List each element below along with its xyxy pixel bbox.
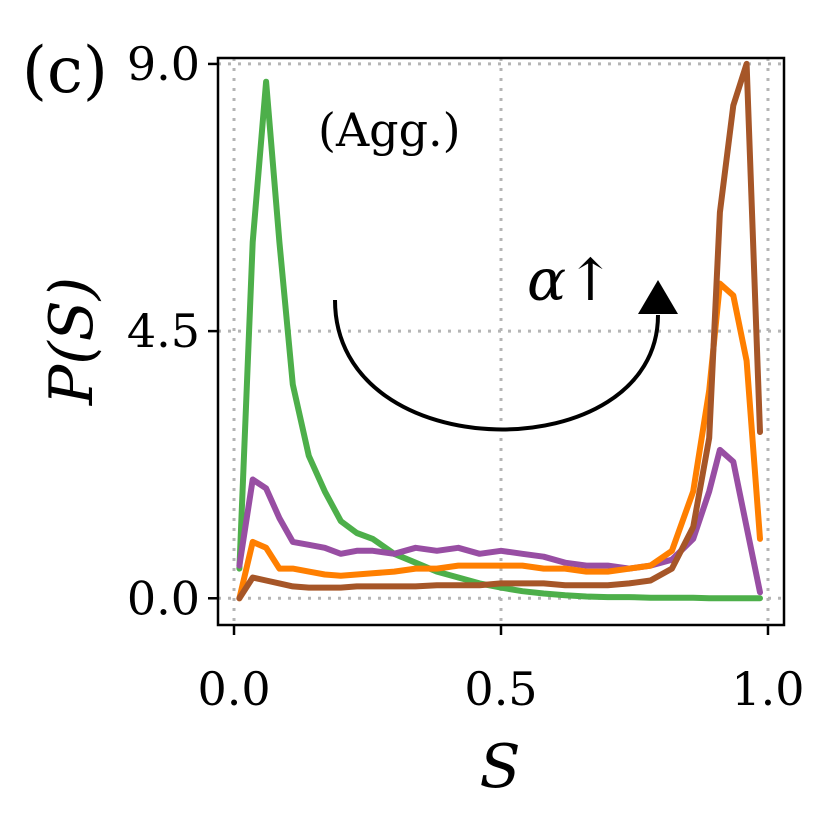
alpha-label: α↑ <box>527 246 615 314</box>
aggregate-annotation: (Agg.) <box>318 103 461 157</box>
axis-ticks: 0.0 0.5 1.0 0.0 4.5 9.0 <box>127 37 805 716</box>
x-tick-label-2: 1.0 <box>731 662 804 716</box>
series-line-brown <box>236 60 763 602</box>
y-tick-label-0: 0.0 <box>127 571 200 625</box>
y-axis-label: P(S) <box>37 277 107 406</box>
y-tick-label-2: 9.0 <box>127 37 200 91</box>
x-tick-label-1: 0.5 <box>464 662 537 716</box>
series-line-purple <box>236 446 763 596</box>
x-axis-label: S <box>479 732 520 802</box>
alpha-arrow-head <box>638 280 678 314</box>
data-series <box>236 60 763 602</box>
alpha-arrow <box>333 280 678 432</box>
x-tick-label-0: 0.0 <box>197 662 270 716</box>
y-tick-label-1: 4.5 <box>127 304 200 358</box>
series-line-orange <box>236 280 763 602</box>
alpha-arrow-curve <box>333 299 660 432</box>
panel-label: (c) <box>22 34 108 108</box>
grid <box>218 58 784 625</box>
